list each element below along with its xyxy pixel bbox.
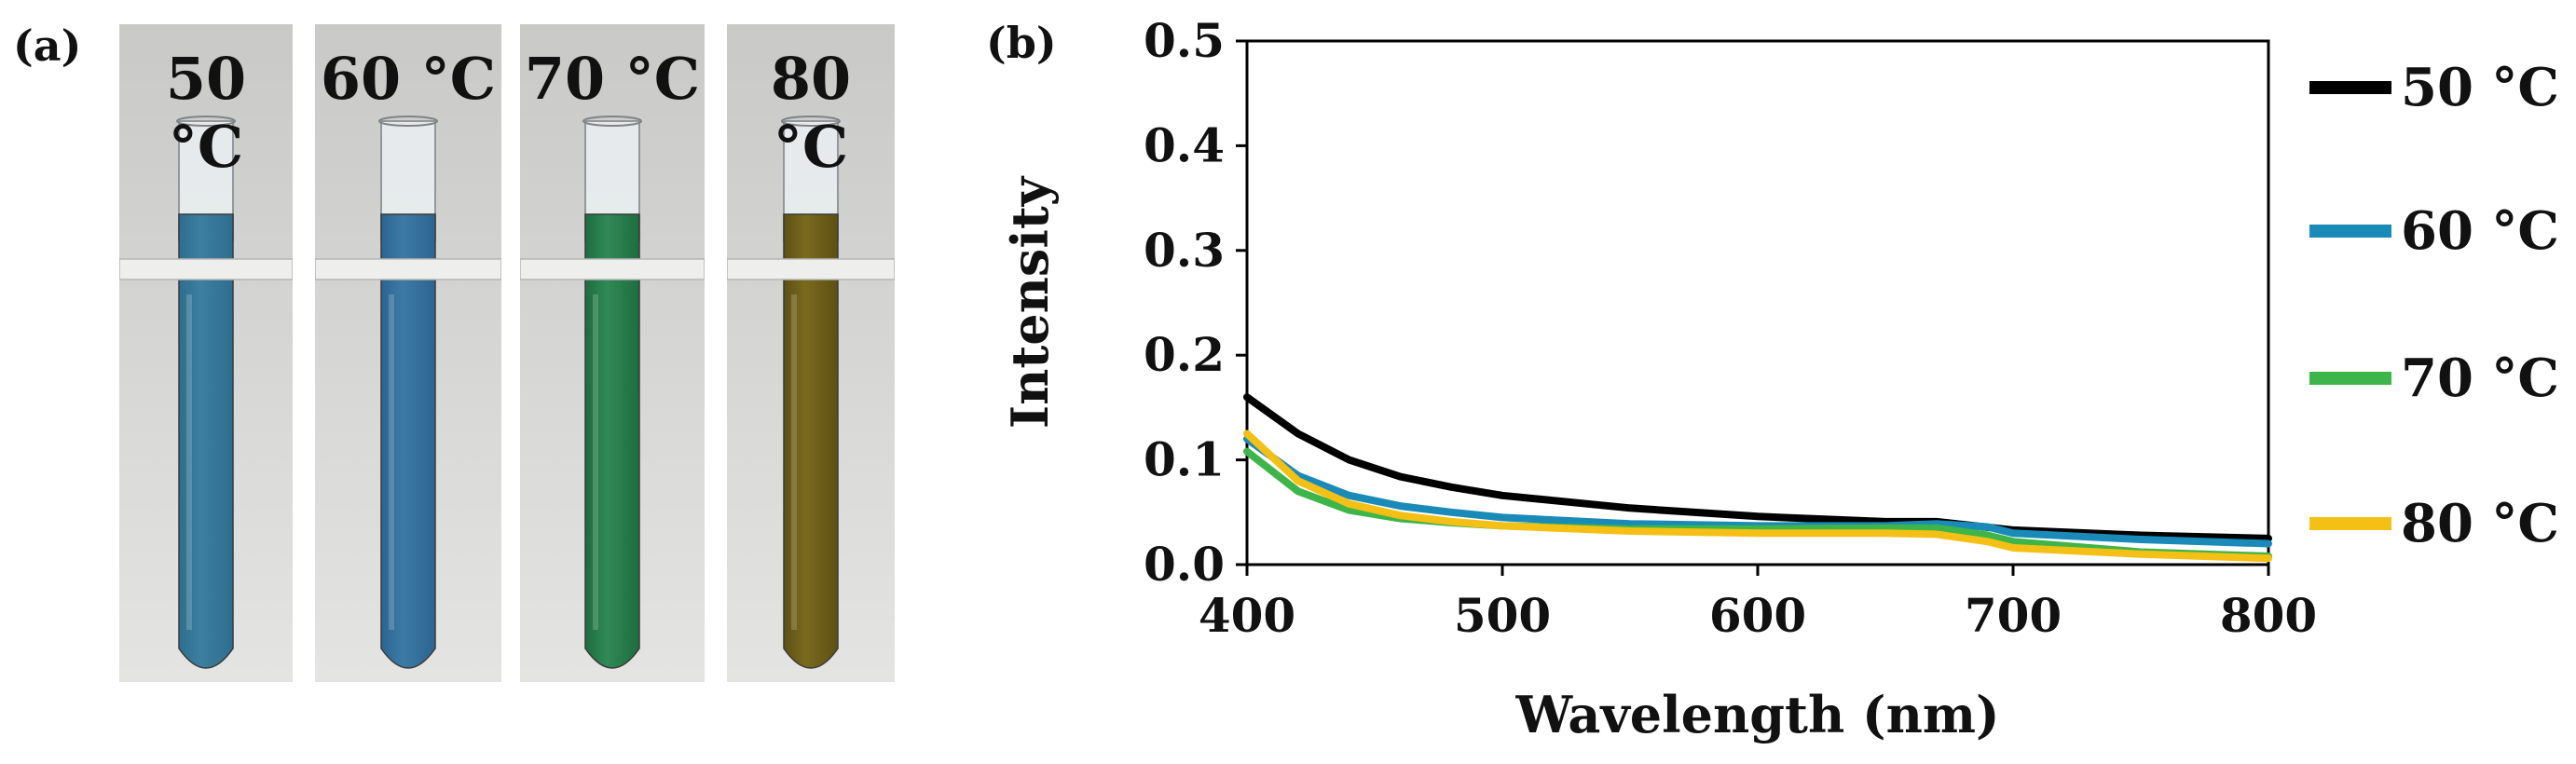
y-tick-label: 0.5 bbox=[1144, 13, 1225, 68]
tube-highlight bbox=[593, 294, 598, 630]
tube-rack-bar bbox=[727, 258, 895, 280]
tube-liquid bbox=[783, 213, 839, 669]
tube-temperature-label: 50 °C bbox=[165, 45, 247, 181]
tube-photo-4: 80 °C bbox=[727, 24, 895, 682]
tube-highlight bbox=[186, 294, 192, 630]
tube-photo-2: 60 °C bbox=[315, 24, 501, 682]
tube-photo-1: 50 °C bbox=[119, 24, 293, 682]
tube-highlight bbox=[389, 294, 394, 630]
tube-temperature-label: 70 °C bbox=[524, 45, 701, 113]
legend-label: 60 °C bbox=[2401, 200, 2559, 262]
tube-rack-bar bbox=[315, 258, 501, 280]
tube-liquid bbox=[584, 213, 640, 669]
panel-b-label: (b) bbox=[986, 18, 1057, 68]
tube-rim bbox=[176, 116, 236, 127]
x-tick-label: 600 bbox=[1709, 588, 1806, 643]
x-tick-label: 700 bbox=[1965, 588, 2062, 643]
tube-rack-bar bbox=[119, 258, 293, 280]
tube-rim bbox=[582, 116, 642, 127]
y-tick-label: 0.2 bbox=[1144, 327, 1225, 382]
plot-frame bbox=[1245, 39, 2270, 566]
tube-highlight bbox=[791, 294, 797, 630]
tube-rim bbox=[378, 116, 438, 127]
x-tick-label: 400 bbox=[1199, 588, 1295, 643]
y-axis-title: Intensity bbox=[1000, 175, 1060, 429]
tube-liquid bbox=[380, 213, 436, 669]
series-line-80 bbox=[1243, 430, 2272, 563]
tube-temperature-label: 60 °C bbox=[320, 45, 497, 113]
x-tick-label: 800 bbox=[2220, 588, 2317, 643]
panel-a-label: (a) bbox=[13, 20, 82, 71]
x-axis-title: Wavelength (nm) bbox=[1514, 685, 1999, 744]
series-line-60 bbox=[1243, 435, 2272, 548]
tube-rack-bar bbox=[520, 258, 705, 280]
y-tick-label: 0.0 bbox=[1144, 537, 1225, 592]
tube-rim bbox=[781, 116, 841, 127]
legend-label: 50 °C bbox=[2401, 57, 2559, 118]
legend-label: 80 °C bbox=[2401, 493, 2559, 554]
y-tick-label: 0.3 bbox=[1144, 223, 1225, 278]
tube-photo-3: 70 °C bbox=[520, 24, 705, 682]
y-tick-label: 0.4 bbox=[1144, 117, 1225, 172]
tube-liquid bbox=[178, 213, 234, 669]
legend-label: 70 °C bbox=[2401, 348, 2559, 409]
tube-temperature-label: 80 °C bbox=[770, 45, 852, 181]
x-tick-label: 500 bbox=[1454, 588, 1551, 643]
y-tick-label: 0.1 bbox=[1144, 432, 1225, 487]
